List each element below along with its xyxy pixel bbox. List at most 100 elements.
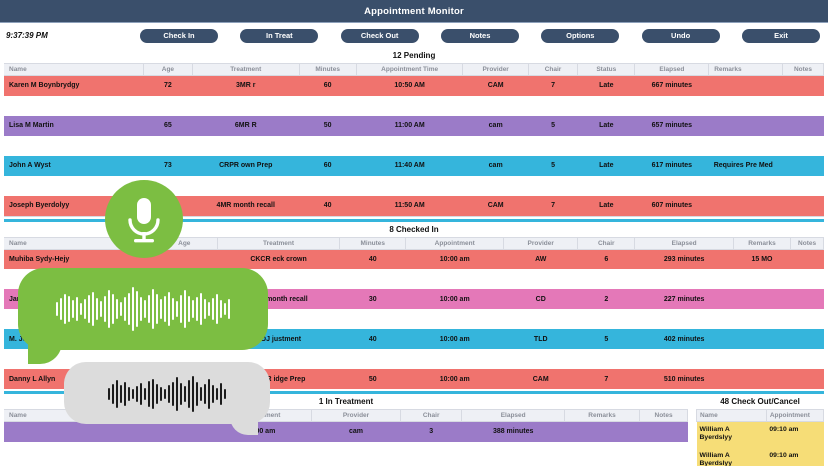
cell-notes — [790, 289, 824, 309]
col-appointment[interactable]: Appointment — [209, 409, 313, 422]
col-notes[interactable]: Notes — [639, 409, 688, 422]
cell-name: Lisa M Martin — [4, 115, 144, 136]
cell-treatment: 4MR month recall — [217, 289, 340, 309]
cell-minutes: 40 — [339, 329, 406, 349]
col-notes[interactable]: Notes — [790, 236, 824, 250]
options-button[interactable]: Options — [541, 28, 620, 43]
table-row[interactable]: Danny L Allyn BRPR idge Prep 50 10:00 am… — [4, 369, 824, 389]
cell-notes — [782, 75, 824, 96]
cell-remarks — [708, 195, 783, 216]
table-row[interactable]: Lisa M Martin 65 6MR R 50 11:00 AM cam 5… — [4, 115, 824, 136]
cell-age — [151, 329, 218, 349]
cell-status: Late — [577, 155, 635, 176]
cell-name: Karen M Boynbrydgy — [4, 75, 144, 96]
window-titlebar: Appointment Monitor — [0, 0, 828, 23]
col-treatment[interactable]: Treatment — [217, 236, 341, 250]
list-item[interactable]: William A Byerdslyy 09:10 am — [696, 421, 824, 448]
toolbar: 9:37:39 PM Check In In Treat Check Out N… — [0, 23, 828, 48]
cell-provider: CAM — [462, 195, 529, 216]
cell-appointment: 11:40 AM — [356, 155, 463, 176]
check-out-table-body: William A Byerdslyy 09:10 am William A B… — [696, 421, 824, 466]
cell-appointment: 11:50 AM — [356, 195, 463, 216]
col-status[interactable]: Status — [577, 63, 636, 76]
col-remarks[interactable]: Remarks — [733, 236, 792, 250]
checked-in-section-title: 8 Checked In — [389, 224, 439, 234]
col-provider[interactable]: Provider — [311, 409, 401, 422]
list-item[interactable]: William A Byerdslyy 09:10 am — [696, 447, 824, 466]
cell-name: Jane Elizabeth Kaminski — [4, 289, 152, 309]
table-row[interactable]: Muhiba Sydy-Hejy CKCR eck crown 40 10:00… — [4, 249, 824, 269]
col-remarks[interactable]: Remarks — [564, 409, 641, 422]
row-separator — [4, 309, 824, 329]
col-appointment-time[interactable]: Appointment Time — [356, 63, 464, 76]
cell-elapsed: 293 minutes — [634, 249, 734, 269]
row-separator — [4, 269, 824, 289]
cell-status: Late — [577, 195, 635, 216]
cell-provider: TLD — [503, 329, 578, 349]
col-elapsed[interactable]: Elapsed — [634, 63, 710, 76]
row-separator — [4, 349, 824, 369]
col-age[interactable]: Age — [151, 236, 218, 250]
pending-table-body: Karen M Boynbrydgy 72 3MR r 60 10:50 AM … — [4, 75, 824, 216]
row-separator — [4, 175, 824, 196]
check-out-button[interactable]: Check Out — [340, 28, 419, 43]
cell-treatment: 3MR r — [192, 75, 299, 96]
col-treatment[interactable]: Treatment — [192, 63, 300, 76]
table-row[interactable]: Jane Elizabeth Kaminski 4MR month recall… — [4, 289, 824, 309]
cell-chair: 6 — [577, 249, 635, 269]
table-row[interactable]: John A Wyst 73 CRPR own Prep 60 11:40 AM… — [4, 155, 824, 176]
cell-provider: CD — [503, 289, 578, 309]
cell-elapsed: 617 minutes — [634, 155, 709, 176]
in-treatment-header-row: Name Appointment Provider Chair Elapsed … — [4, 409, 688, 422]
cell-status: Late — [577, 115, 635, 136]
in-treat-button[interactable]: In Treat — [240, 28, 319, 43]
cell-notes — [639, 421, 688, 442]
cell-chair: 3 — [400, 421, 462, 442]
cell-age — [151, 289, 218, 309]
table-row[interactable]: Karen M Boynbrydgy 72 3MR r 60 10:50 AM … — [4, 75, 824, 96]
col-remarks[interactable]: Remarks — [708, 63, 783, 76]
cell-status: Late — [577, 75, 635, 96]
cell-elapsed: 227 minutes — [634, 289, 734, 309]
table-row[interactable]: M. Joyce DyWyyxy ADJ justment 40 10:00 a… — [4, 329, 824, 349]
col-appointment[interactable]: Appointment — [765, 409, 825, 422]
cell-age: 65 — [143, 115, 193, 136]
undo-button[interactable]: Undo — [641, 28, 720, 43]
col-minutes[interactable]: Minutes — [299, 63, 357, 76]
notes-button[interactable]: Notes — [440, 28, 519, 43]
col-provider[interactable]: Provider — [462, 63, 529, 76]
table-row[interactable]: Joseph Byerdolyy 32 4MR month recall 40 … — [4, 195, 824, 216]
cell-age — [151, 369, 218, 389]
col-elapsed[interactable]: Elapsed — [461, 409, 565, 422]
in-treatment-panel: 1 In Treatment Name Appointment Provider… — [4, 394, 688, 466]
cell-remarks — [733, 369, 791, 389]
col-chair[interactable]: Chair — [400, 409, 463, 422]
cell-appointment: 09:10 am — [766, 421, 824, 448]
col-name[interactable]: Name — [4, 409, 210, 422]
cell-appointment: 10:50 AM — [356, 75, 463, 96]
cell-remarks — [733, 329, 791, 349]
cell-provider: CAM — [503, 369, 578, 389]
cell-remarks: Requires Pre Med — [708, 155, 783, 176]
cell-chair: 5 — [528, 115, 578, 136]
col-notes[interactable]: Notes — [782, 63, 825, 76]
col-name[interactable]: Name — [4, 236, 153, 250]
col-provider[interactable]: Provider — [503, 236, 579, 250]
table-row[interactable]: 10:00 am cam 3 388 minutes — [4, 421, 688, 442]
col-elapsed[interactable]: Elapsed — [634, 236, 734, 250]
col-chair[interactable]: Chair — [577, 236, 636, 250]
col-minutes[interactable]: Minutes — [339, 236, 407, 250]
cell-treatment: BRPR idge Prep — [217, 369, 340, 389]
exit-button[interactable]: Exit — [741, 28, 820, 43]
col-name[interactable]: Name — [696, 409, 767, 422]
col-age[interactable]: Age — [143, 63, 193, 76]
cell-elapsed: 510 minutes — [634, 369, 734, 389]
col-chair[interactable]: Chair — [528, 63, 579, 76]
col-name[interactable]: Name — [4, 63, 144, 76]
pending-table: Name Age Treatment Minutes Appointment T… — [4, 63, 825, 216]
col-appointment[interactable]: Appointment — [405, 236, 505, 250]
pending-section-title: 12 Pending — [392, 51, 436, 60]
cell-appointment: 10:00 am — [405, 329, 504, 349]
check-in-button[interactable]: Check In — [140, 28, 218, 43]
cell-appointment: 10:00 am — [405, 369, 504, 389]
